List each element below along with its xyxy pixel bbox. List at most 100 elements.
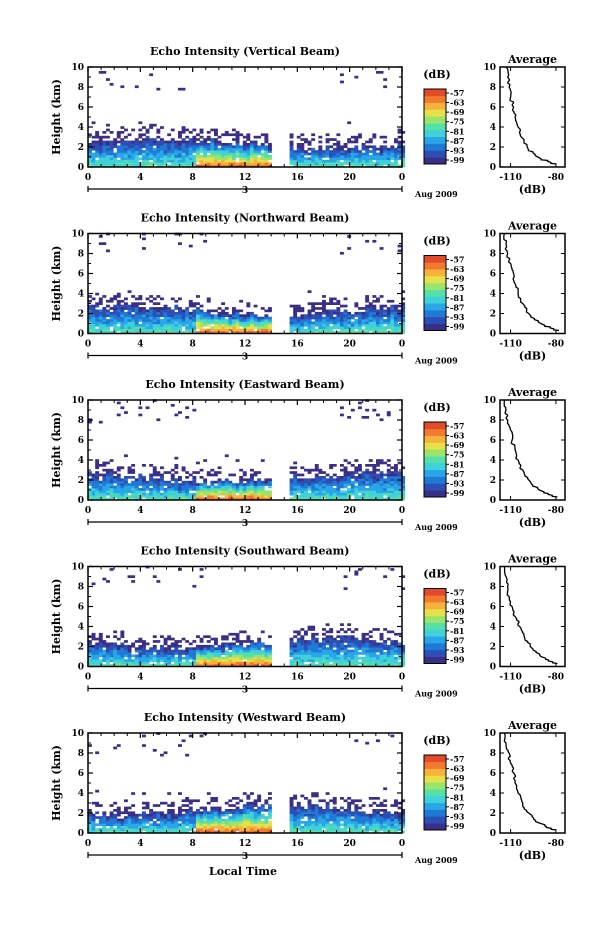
echo-cell [181, 159, 186, 163]
echo-cell [268, 809, 272, 812]
echo-cell [246, 323, 251, 327]
echo-cell [246, 816, 251, 819]
echo-cell [235, 811, 240, 815]
echo-cell [318, 302, 323, 305]
echo-cell [386, 659, 391, 662]
echo-cell [224, 133, 229, 137]
echo-cell [289, 133, 294, 137]
echo-cell [343, 485, 348, 489]
echo-cell [149, 811, 154, 815]
echo-cell [296, 497, 301, 501]
echo-cell [188, 316, 193, 320]
echo-cell [300, 314, 305, 317]
echo-cell [192, 302, 197, 305]
echo-cell [401, 331, 406, 334]
echo-cell [347, 471, 352, 474]
echo-cell [354, 155, 359, 158]
echo-cell [340, 331, 344, 334]
echo-cell [304, 664, 308, 667]
y-tick-label: 8 [78, 83, 84, 93]
echo-cell [124, 485, 128, 489]
echo-cell [106, 143, 110, 146]
echo-cell [383, 331, 388, 334]
echo-cell [296, 147, 301, 151]
echo-heatmap [88, 565, 406, 667]
echo-cell [224, 147, 229, 151]
echo-cell [311, 162, 316, 165]
echo-cell [383, 644, 388, 648]
echo-cell [325, 473, 330, 477]
echo-cell [228, 473, 233, 477]
echo-cell [167, 326, 172, 329]
echo-cell [361, 314, 366, 317]
echo-cell [217, 818, 222, 822]
echo-cell [296, 804, 301, 807]
echo-cell [102, 659, 107, 662]
echo-cell [120, 488, 125, 491]
echo-cell [210, 813, 215, 817]
echo-cell [95, 323, 100, 327]
echo-cell [199, 568, 204, 571]
echo-cell [185, 135, 190, 139]
echo-cell [314, 157, 319, 161]
echo-cell [379, 490, 384, 494]
echo-cell [116, 664, 121, 667]
echo-cell [199, 488, 204, 491]
echo-cell [343, 466, 348, 470]
echo-cell [95, 637, 100, 641]
echo-cell [178, 152, 182, 156]
echo-cell [336, 321, 341, 325]
echo-cell [242, 473, 247, 477]
echo-cell [228, 157, 233, 161]
echo-cell [199, 652, 204, 655]
echo-cell [178, 157, 182, 161]
echo-cell [246, 133, 251, 137]
echo-cell [149, 328, 154, 332]
echo-cell [232, 830, 236, 834]
echo-cell [102, 664, 107, 667]
echo-cell [329, 478, 334, 482]
echo-cell [314, 642, 319, 646]
echo-cell [376, 459, 380, 462]
echo-cell [203, 821, 208, 824]
echo-cell [206, 828, 211, 831]
echo-cell [98, 316, 103, 320]
echo-cell [390, 304, 395, 308]
echo-cell [314, 809, 319, 812]
echo-cell [221, 143, 226, 146]
echo-cell [376, 654, 380, 658]
echo-cell [106, 490, 110, 494]
echo-cell [329, 488, 334, 491]
echo-cell [160, 164, 164, 168]
colorbar-tick-label: -63 [450, 264, 465, 274]
echo-cell [116, 649, 121, 653]
echo-cell [239, 319, 244, 322]
echo-cell [152, 640, 157, 643]
echo-cell [224, 328, 229, 332]
echo-cell [372, 468, 377, 472]
echo-cell [260, 825, 265, 829]
echo-cell [314, 792, 319, 795]
echo-cell [304, 478, 308, 482]
echo-cell [253, 331, 258, 334]
echo-cell [91, 147, 96, 151]
echo-cell [354, 644, 359, 648]
echo-cell [138, 152, 143, 156]
echo-cell [336, 495, 341, 498]
panel-title: Echo Intensity (Vertical Beam) [150, 45, 340, 58]
echo-cell [91, 582, 96, 586]
echo-cell [239, 150, 244, 153]
echo-cell [210, 159, 215, 163]
echo-cell [116, 326, 121, 329]
echo-cell [322, 656, 326, 660]
echo-cell [401, 314, 406, 317]
echo-cell [293, 635, 298, 638]
echo-cell [116, 307, 121, 310]
echo-cell [206, 150, 211, 153]
echo-cell [134, 830, 139, 834]
echo-cell [156, 490, 161, 494]
echo-cell [239, 823, 244, 827]
echo-cell [181, 828, 186, 831]
echo-cell [124, 145, 128, 149]
echo-cell [224, 659, 229, 662]
